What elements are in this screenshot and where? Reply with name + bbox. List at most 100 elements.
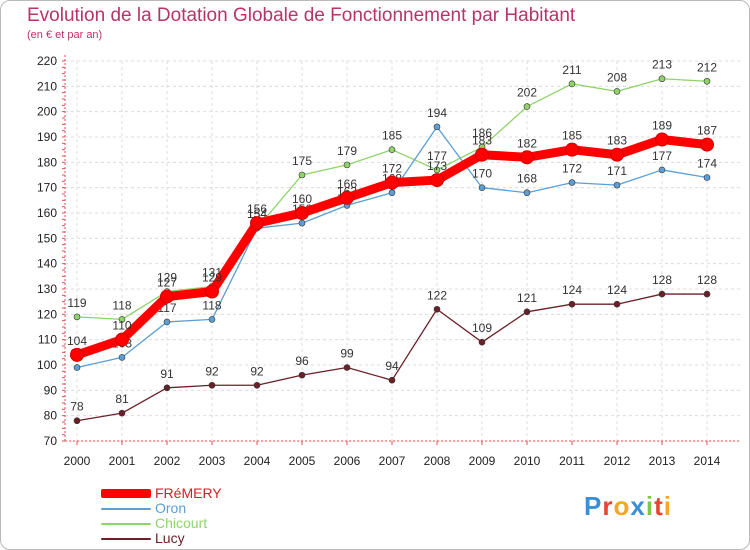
y-tick-label: 130: [37, 282, 57, 296]
data-label-oron: 170: [472, 167, 492, 181]
x-tick-label: 2011: [559, 454, 585, 468]
data-point-oron: [118, 354, 126, 361]
x-tick-label: 2010: [514, 454, 541, 468]
x-tick-label: 2007: [379, 454, 406, 468]
data-point-fremery: [700, 137, 714, 152]
data-point-lucy: [388, 376, 396, 384]
data-point-lucy: [478, 338, 486, 346]
y-tick-label: 200: [37, 105, 57, 119]
data-point-lucy: [343, 364, 351, 371]
logo-letter: x: [630, 491, 646, 521]
data-label-oron: 118: [202, 298, 221, 312]
x-tick-label: 2002: [154, 454, 181, 468]
y-tick-label: 210: [37, 79, 57, 93]
data-point-chicourt: [703, 77, 711, 85]
data-label-chicourt: 186: [472, 126, 492, 140]
logo-letter: i: [645, 491, 655, 521]
logo-letter: r: [602, 491, 614, 521]
data-label-fremery: 172: [382, 162, 402, 176]
data-point-chicourt: [388, 146, 396, 153]
data-point-fremery: [205, 284, 219, 299]
data-label-chicourt: 185: [382, 129, 402, 143]
legend-swatch-fremery: [101, 489, 151, 498]
chart-subtitle: (en € et par an): [27, 29, 103, 41]
logo-letter: o: [613, 491, 631, 521]
data-point-oron: [388, 189, 396, 197]
data-point-fremery: [565, 142, 579, 157]
x-tick-label: 2008: [424, 454, 451, 468]
data-label-lucy: 78: [70, 400, 84, 414]
data-label-fremery: 182: [517, 136, 537, 150]
legend-swatch-lucy: [101, 538, 151, 540]
data-point-lucy: [703, 290, 711, 298]
data-label-chicourt: 202: [517, 86, 537, 100]
legend-swatch-chicourt: [101, 523, 151, 525]
data-label-chicourt: 211: [562, 63, 581, 77]
y-tick-label: 90: [44, 383, 58, 397]
y-tick-label: 140: [37, 257, 57, 271]
data-point-oron: [163, 318, 171, 326]
data-point-fremery: [475, 147, 489, 162]
data-label-fremery: 189: [652, 119, 672, 133]
legend-label-chicourt: Chicourt: [155, 515, 208, 531]
x-tick-label: 2001: [109, 454, 136, 468]
data-label-lucy: 128: [652, 273, 672, 287]
data-label-lucy: 81: [115, 392, 129, 406]
data-label-fremery: 110: [112, 319, 131, 333]
data-point-fremery: [385, 175, 399, 190]
data-point-fremery: [70, 347, 84, 362]
data-label-chicourt: 119: [67, 296, 86, 310]
data-label-lucy: 124: [562, 283, 582, 297]
data-label-fremery: 166: [337, 177, 357, 191]
data-label-lucy: 124: [607, 283, 627, 297]
data-label-fremery: 185: [562, 129, 582, 143]
data-point-lucy: [118, 409, 126, 417]
data-point-oron: [73, 364, 81, 371]
data-point-chicourt: [568, 80, 576, 88]
data-point-lucy: [253, 381, 261, 389]
data-point-chicourt: [298, 171, 306, 179]
data-point-lucy: [613, 300, 621, 308]
data-label-fremery: 127: [157, 276, 177, 290]
data-label-fremery: 187: [697, 124, 717, 138]
data-point-oron: [208, 316, 216, 323]
x-tick-label: 2014: [694, 454, 721, 468]
data-point-chicourt: [658, 75, 666, 83]
data-point-fremery: [655, 132, 669, 147]
data-label-oron: 171: [607, 164, 627, 178]
data-point-oron: [478, 184, 486, 191]
data-point-lucy: [163, 384, 171, 392]
x-tick-label: 2000: [64, 454, 91, 468]
data-point-lucy: [568, 300, 576, 308]
logo-letter: P: [584, 491, 603, 521]
data-label-lucy: 96: [295, 354, 309, 368]
data-label-lucy: 92: [250, 364, 264, 378]
data-point-oron: [613, 181, 621, 189]
data-point-fremery: [115, 332, 129, 347]
logo-letter: i: [663, 491, 672, 521]
legend-label-lucy: Lucy: [155, 530, 185, 546]
data-point-fremery: [520, 150, 534, 165]
legend-label-fremery: FRéMERY: [155, 485, 222, 501]
data-label-fremery: 156: [247, 202, 267, 216]
data-label-oron: 177: [652, 149, 672, 163]
data-label-chicourt: 208: [607, 70, 627, 84]
data-point-oron: [298, 219, 306, 227]
chart-title: Evolution de la Dotation Globale de Fonc…: [27, 5, 576, 26]
y-tick-label: 80: [44, 409, 58, 423]
data-point-lucy: [73, 417, 81, 425]
data-point-chicourt: [343, 161, 351, 169]
data-point-lucy: [658, 290, 666, 298]
x-tick-label: 2004: [244, 454, 271, 468]
data-point-oron: [658, 166, 666, 174]
data-label-lucy: 94: [385, 359, 399, 373]
data-label-fremery: 183: [472, 134, 492, 148]
data-point-oron: [523, 189, 531, 197]
y-tick-label: 180: [37, 155, 57, 169]
logo-letter: t: [654, 491, 664, 521]
data-label-chicourt: 175: [292, 154, 312, 168]
data-label-chicourt: 118: [112, 298, 131, 312]
data-point-oron: [703, 174, 711, 181]
data-label-oron: 172: [562, 162, 582, 176]
